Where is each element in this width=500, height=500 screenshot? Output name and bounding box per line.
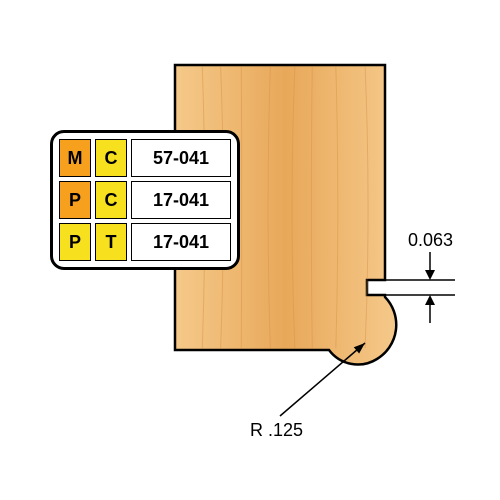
gap-dimension-label: 0.063	[408, 230, 453, 251]
table-cell: C	[95, 139, 127, 177]
table-cell: T	[95, 223, 127, 261]
table-row: PT17-041	[59, 223, 231, 261]
radius-dimension-label: R .125	[250, 420, 303, 441]
table-cell: C	[95, 181, 127, 219]
table-row: MC57-041	[59, 139, 231, 177]
table-cell: 17-041	[131, 181, 231, 219]
radius-leader	[280, 343, 365, 416]
part-table: MC57-041PC17-041PT17-041	[50, 130, 240, 270]
table-cell: 57-041	[131, 139, 231, 177]
table-cell: P	[59, 181, 91, 219]
table-cell: M	[59, 139, 91, 177]
table-row: PC17-041	[59, 181, 231, 219]
table-cell: 17-041	[131, 223, 231, 261]
table-cell: P	[59, 223, 91, 261]
